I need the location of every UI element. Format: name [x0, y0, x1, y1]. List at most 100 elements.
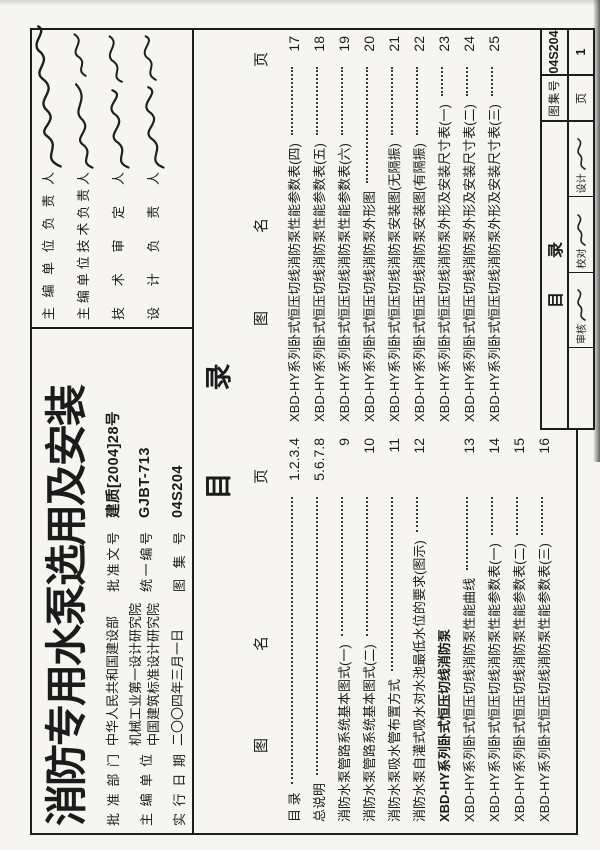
- toc-entry: XBD-HY系列卧式恒压切线消防泵安装图(无隔振) 21: [381, 36, 406, 422]
- signature-scribble: [576, 138, 586, 171]
- toc-entry: 消防水泵吸水管布置方式 11: [381, 438, 406, 822]
- toc-entry: XBD-HY系列卧式恒压切线消防泵外形图 20: [356, 36, 381, 422]
- signature-scribble: [72, 33, 87, 77]
- dot-leader: [416, 497, 418, 533]
- dot-leader: [291, 497, 293, 785]
- toc-entry-page: 12: [410, 438, 427, 454]
- value-line: 中国建筑标准设计研究院: [146, 602, 161, 746]
- signature-scribble: [144, 86, 165, 169]
- signature-scribble: [143, 35, 157, 81]
- approval-info-table: 批准部门 中华人民共和国建设部 批准文号 建质[2004]28号 主编单位 机械…: [100, 332, 191, 826]
- dot-leader: [341, 67, 343, 136]
- toc-title-char: 目: [204, 472, 234, 500]
- signature-role-label: 技术审定人: [111, 172, 126, 320]
- dot-leader: [391, 497, 393, 671]
- title-block-signature-cells: 审核 校对 设计: [568, 122, 593, 428]
- signature-scribble: [576, 213, 586, 246]
- toc-col-header-name: 名: [253, 635, 270, 651]
- chief-editor-label: 主编单位: [138, 754, 154, 826]
- signature-role-label: 主编单位负责人: [41, 172, 56, 320]
- signature-scribble: [110, 89, 130, 169]
- toc-column-left: 目 录 1.2.3.4 总说明 5.6.7.8 消防水泵管路系统基本图式(一) 9 消防水泵…: [281, 438, 556, 822]
- toc-entry: XBD-HY系列卧式恒压切线消防泵性能参数表(五) 18: [306, 36, 331, 422]
- title-block-sig-cell: 审核: [568, 272, 593, 348]
- toc-title: 目录: [202, 28, 236, 835]
- toc-entry-name: 消防水泵管路系统基本图式(二): [362, 644, 377, 822]
- header-vertical-divider: [30, 327, 194, 329]
- title-block-row: 目录 图集号 04S204: [542, 30, 569, 428]
- title-block-sig-cell: 校对: [568, 197, 593, 273]
- toc-column-right: XBD-HY系列卧式恒压切线消防泵性能参数表(四) 17 XBD-HY系列卧式恒压切…: [281, 36, 506, 422]
- toc-entry-page: 25: [485, 36, 502, 52]
- toc-entry-page: 21: [385, 36, 402, 52]
- atlas-no-value: 04S204: [170, 465, 186, 518]
- toc-entry-name: XBD-HY系列卧式恒压切线消防泵性能曲线: [462, 577, 477, 822]
- dot-leader: [291, 67, 293, 136]
- dot-leader: [491, 67, 493, 97]
- signature-row: 技术审定人: [100, 32, 135, 320]
- toc-entry: XBD-HY系列卧式恒压切线消防泵性能参数表(一) 14: [481, 438, 506, 822]
- title-block-page-label: 页: [568, 76, 593, 122]
- toc-entry-name: XBD-HY系列卧式恒压切线消防泵安装图(无隔振): [387, 143, 402, 422]
- signature: [101, 31, 134, 172]
- toc-entry-page: 15: [510, 438, 527, 454]
- toc-entry: 总说明 5.6.7.8: [306, 438, 331, 822]
- header-bottom-rule: [192, 28, 194, 835]
- toc-entry-name: XBD-HY系列卧式恒压切线消防泵外形图: [362, 190, 377, 422]
- title-block-page-no: 1: [568, 30, 593, 76]
- approval-dept-value: 中华人民共和国建设部: [104, 592, 122, 754]
- toc-entry-page: 5.6.7.8: [310, 438, 327, 481]
- toc-entry-page: 9: [335, 438, 352, 446]
- signature-block: 主编单位负责人 主编单位技术负责人 技术审定人 设计负责人: [30, 25, 170, 320]
- toc-entry-name: 消防水泵自灌式吸水对水池最低水位的要求(图示): [412, 540, 427, 822]
- title-block: 目录 图集号 04S204 审核 校对 设计 页 1: [540, 28, 595, 430]
- toc-entry: 目 录 1.2.3.4: [281, 438, 306, 822]
- signature-role-label: 设计负责人: [146, 172, 161, 320]
- toc-col-header-page: 页: [253, 51, 270, 67]
- toc-col-header-drawing: 图: [253, 310, 270, 326]
- dot-leader: [391, 67, 393, 136]
- uniform-no-label: 统一编号: [138, 532, 154, 592]
- approval-doc-no-label: 批准文号: [106, 532, 121, 592]
- title-block-atlas-no: 04S204: [542, 30, 567, 76]
- title-block-sig-label: 设计: [577, 173, 589, 194]
- toc-entry-page: 22: [410, 36, 427, 52]
- toc-entry: 消防水泵管路系统基本图式(二) 10: [356, 438, 381, 822]
- toc-entry-name: 消防水泵管路系统基本图式(一): [337, 644, 352, 822]
- chief-editor-value: 机械工业第一设计研究院 中国建筑标准设计研究院: [127, 592, 163, 754]
- dot-leader: [541, 497, 543, 536]
- toc-entry-name: XBD-HY系列卧式恒压切线消防泵外形及安装尺寸表(二): [462, 104, 477, 422]
- info-row: 实行日期 二〇〇四年三月一日 图集号 04S204: [165, 332, 191, 826]
- atlas-no-label: 图集号: [171, 532, 187, 592]
- signature-scribble: [108, 35, 123, 83]
- scan-edge-shadow: [0, 0, 600, 6]
- toc-entry: XBD-HY系列卧式恒压切线消防泵外形及安装尺寸表(一) 23: [431, 36, 456, 422]
- dot-leader: [491, 497, 493, 536]
- dot-leader: [316, 497, 318, 775]
- toc-entry-name: XBD-HY系列卧式恒压切线消防泵性能参数表(三): [537, 543, 552, 822]
- toc-entry: XBD-HY系列卧式恒压切线消防泵性能参数表(三) 16: [531, 438, 556, 822]
- signature: [136, 31, 169, 172]
- toc-entry-page: 1.2.3.4: [285, 438, 302, 481]
- title-block-atlas-label: 图集号: [542, 76, 567, 122]
- toc-entry-name: XBD-HY系列卧式恒压切线消防泵性能参数表(六): [337, 143, 352, 422]
- toc-entry: XBD-HY系列卧式恒压切线消防泵性能参数表(四) 17: [281, 36, 306, 422]
- title-block-sig-label: 校对: [577, 248, 589, 269]
- toc-entry: 消防水泵自灌式吸水对水池最低水位的要求(图示) 12: [406, 438, 431, 822]
- title-block-title-char: 目: [548, 292, 566, 309]
- info-row: 主编单位 机械工业第一设计研究院 中国建筑标准设计研究院 统一编号 GJBT-7…: [125, 332, 165, 826]
- toc-entry-page: 17: [285, 36, 302, 52]
- signature-row: 主编单位负责人: [30, 25, 65, 320]
- toc-col-header-name: 名: [253, 217, 270, 233]
- document-title: 消防专用水泵选用及安装: [43, 385, 90, 826]
- signature-role-label: 主编单位技术负责人: [76, 172, 91, 320]
- dot-leader: [516, 497, 518, 536]
- effective-date-value: 二〇〇四年三月一日: [169, 592, 187, 754]
- toc-entry-name: XBD-HY系列卧式恒压切线消防泵: [437, 629, 452, 822]
- dot-leader: [466, 497, 468, 570]
- value-line: 二〇〇四年三月一日: [170, 628, 186, 746]
- signature: [29, 21, 67, 172]
- toc-entry-name: XBD-HY系列卧式恒压切线消防泵性能参数表(二): [512, 543, 527, 822]
